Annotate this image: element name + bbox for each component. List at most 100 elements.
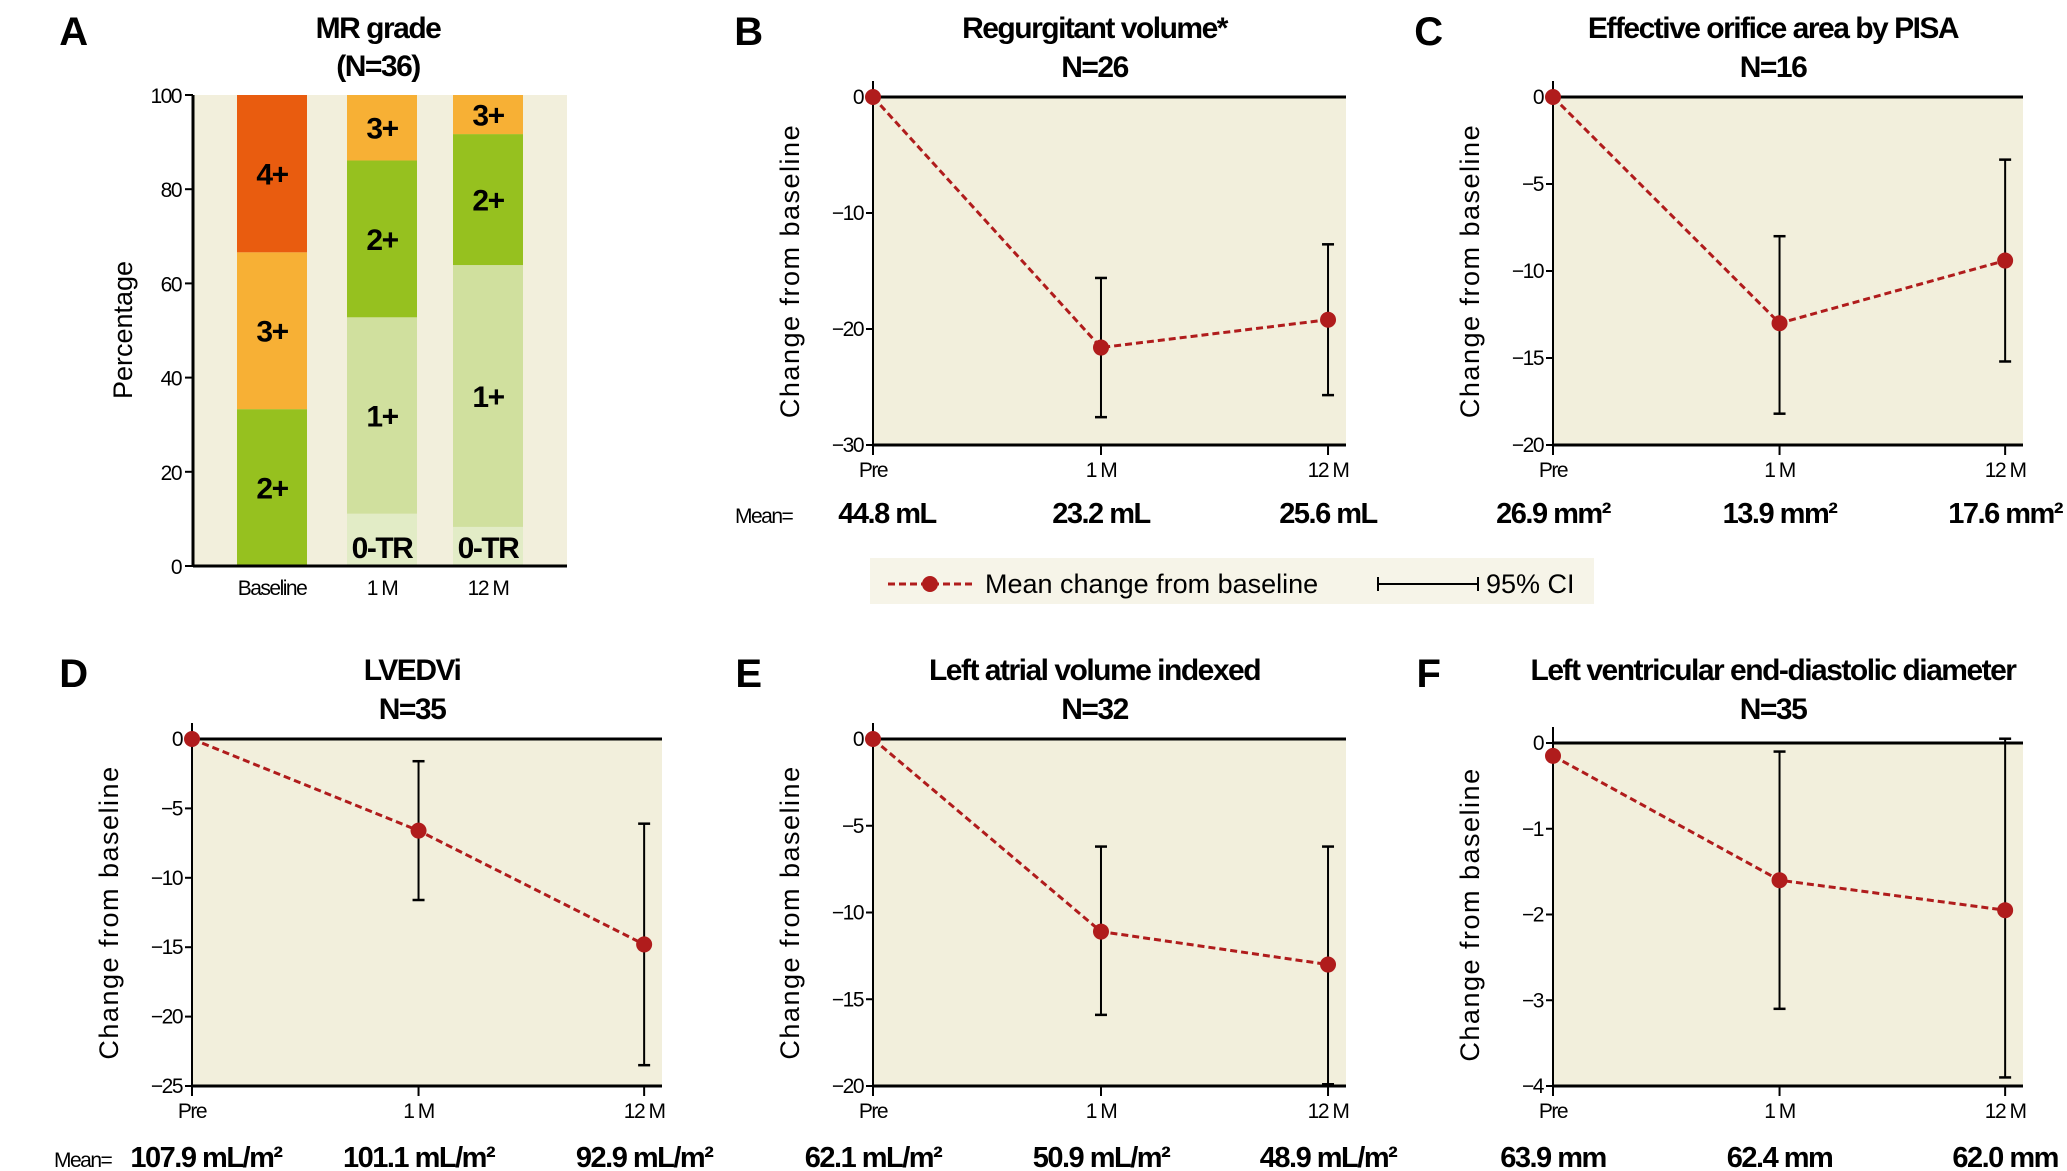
bar-segment [347,317,417,514]
y-tick-label: 100 [150,85,181,108]
bar-label: 3+ [472,100,504,133]
mean-value: 23.2 mL [1052,498,1150,530]
data-point [1545,89,1561,105]
panel-e: E Left atrial volume indexed N=32 0 −5 −10 −15… [735,652,1399,1171]
x-tick-label: 1 M [1764,1100,1795,1123]
data-point [1997,252,2014,269]
chart-subtitle: N=32 [1061,693,1128,726]
y-tick-label: 40 [161,368,182,391]
mean-value: 13.9 mm² [1723,498,1839,530]
data-point [184,731,200,747]
legend: Mean change from baseline 95% CI [870,558,1594,604]
plot-background [873,739,1346,1086]
mean-value: 101.1 mL/m² [343,1142,496,1171]
data-point [410,822,427,839]
mean-value: 44.8 mL [838,498,936,530]
y-tick-label: −20 [1512,434,1544,457]
chart-subtitle: N=35 [379,693,446,726]
data-point [1771,872,1788,889]
y-tick-label: 60 [161,273,182,296]
chart-title: MR grade [316,12,442,45]
panel-f: F Left ventricular end-diastolic diameter… [1417,652,2060,1171]
bar-label: 2+ [472,185,504,218]
y-tick-label: −10 [151,867,183,890]
bar-label: 0-TR [458,532,521,565]
bar-segment [453,265,523,527]
y-tick-label: −15 [1512,347,1544,370]
legend-point [922,576,938,592]
x-tick-label: Pre [178,1100,207,1123]
chart-subtitle: N=16 [1740,51,1807,84]
y-tick-label: −3 [1522,989,1544,1012]
bar-segment [347,513,417,566]
y-tick-label: 0 [1533,86,1544,109]
plot-background [1553,97,2023,445]
chart-title: Left atrial volume indexed [929,654,1260,687]
mean-value: 26.9 mm² [1496,498,1612,530]
y-tick-label: 80 [161,179,182,202]
bar-segment [347,160,417,318]
mean-value: 62.1 mL/m² [805,1142,943,1171]
chart-title: Regurgitant volume* [962,12,1229,45]
panel-letter: A [59,10,87,54]
y-tick-label: −10 [832,202,864,225]
y-tick-label: −20 [151,1006,183,1029]
bar-label: 2+ [366,224,398,257]
y-tick-label: −15 [832,988,864,1011]
bar-segment [453,95,523,135]
x-tick-label: 1 M [367,577,398,600]
data-point [1997,902,2014,919]
bar-segment [237,409,307,566]
legend-ci-label: 95% CI [1486,569,1575,599]
bar-segment [237,95,307,253]
bar-label: 1+ [366,401,398,434]
data-point [865,89,881,105]
y-tick-label: −10 [1512,260,1544,283]
bar-label: 3+ [256,316,288,349]
y-tick-label: −5 [1522,173,1544,196]
y-tick-label: 0 [172,728,183,751]
legend-mean-label: Mean change from baseline [985,569,1318,599]
data-point [1545,747,1561,764]
y-tick-label: −15 [151,936,183,959]
data-point [1771,315,1788,332]
x-tick-label: 1 M [1086,1100,1117,1123]
x-tick-label: Pre [1539,1100,1568,1123]
mean-line [871,95,1329,350]
panel-d: D LVEDVi N=35 0 −5 −10 −15 −20 −25 Change from ba… [54,652,716,1171]
mean-value: 48.9 mL/m² [1260,1142,1398,1171]
y-tick-label: −5 [161,797,183,820]
x-tick-label: 1 M [1086,459,1117,482]
data-point [1320,311,1337,328]
mean-value: 92.9 mL/m² [576,1142,714,1171]
plot-background [192,739,662,1086]
data-point [636,936,653,953]
x-tick-label: 12 M [1308,459,1349,482]
bar-label: 4+ [256,159,288,192]
data-point [865,731,881,747]
mean-value: 62.0 mm [1952,1142,2058,1171]
bar-segment [453,526,523,566]
bar-label: 1+ [472,381,504,414]
y-tick-label: 0 [853,86,864,109]
y-tick-label: −1 [1522,818,1544,841]
bar-segment [347,95,417,161]
y-tick-label: −10 [832,902,864,925]
mean-value: 107.9 mL/m² [130,1142,283,1171]
y-axis-label: Change from baseline [775,765,805,1059]
x-tick-label: 1 M [1764,459,1795,482]
legend-background [870,558,1594,604]
data-point [1092,923,1109,940]
y-tick-label: 0 [1533,732,1544,755]
bar-label: 3+ [366,113,398,146]
panel-letter: E [735,652,761,696]
x-tick-label: 12 M [624,1100,665,1123]
x-tick-label: 12 M [1308,1100,1349,1123]
y-axis-label: Change from baseline [1455,124,1485,418]
x-tick-label: Pre [859,1100,888,1123]
bar-segment [237,252,307,410]
chart-subtitle: N=26 [1061,51,1128,84]
chart-title: Effective orifice area by PISA [1588,12,1959,45]
y-tick-label: −2 [1522,904,1544,927]
